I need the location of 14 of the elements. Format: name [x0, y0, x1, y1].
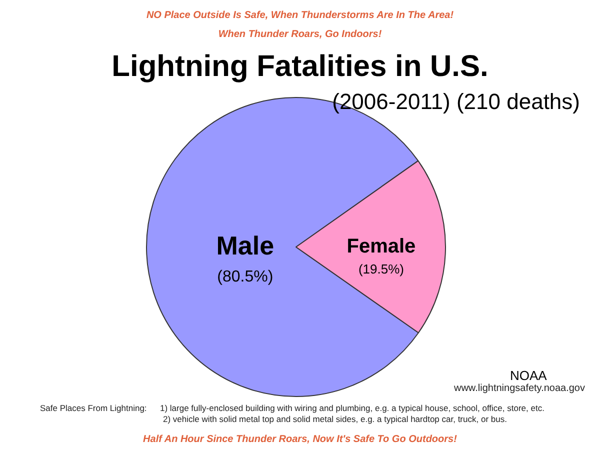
- text: www.lightningsafety.noaa.gov: [454, 383, 585, 394]
- text: When Thunder Roars, Go Indoors!: [217, 29, 383, 40]
- chart-subtitle: (2006-2011) (210 deaths): [332, 89, 580, 114]
- text: NOAA: [510, 368, 547, 383]
- data-label: (19.5%): [358, 261, 404, 276]
- text: 2) vehicle with solid metal top and solid metal sides, e.g. a typical hardtop car, truck, or bus.: [163, 414, 507, 424]
- text: Half An Hour Since Thunder Roars, Now It's Safe To Go Outdoors!: [142, 434, 458, 445]
- chart-title: Lightning Fatalities in U.S.: [110, 50, 490, 83]
- data-label: (80.5%): [217, 268, 274, 286]
- text: 1) large fully-enclosed building with wiring and plumbing, e.g. a typical house, school, office, store, etc.: [160, 403, 544, 413]
- slice-label: Female: [346, 235, 416, 258]
- text: NO Place Outside Is Safe, When Thunderstorms Are In The Area!: [145, 10, 455, 21]
- slice-label: Male: [216, 230, 274, 260]
- text: Safe Places From Lightning:: [40, 403, 147, 413]
